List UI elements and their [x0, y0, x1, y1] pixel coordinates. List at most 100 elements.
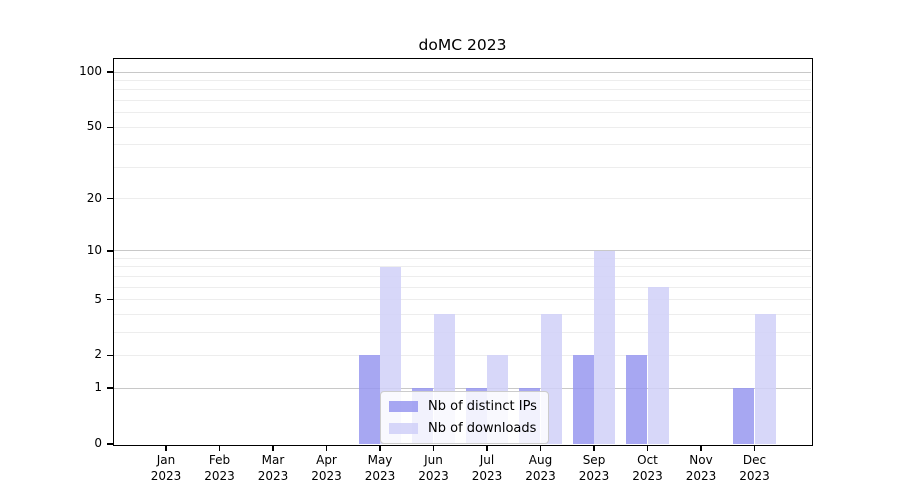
x-tick-mark [218, 445, 221, 451]
minor-gridline [114, 126, 811, 128]
y-tick-mark [107, 443, 113, 445]
major-gridline [114, 387, 811, 389]
minor-gridline [114, 331, 811, 333]
x-tick-year: 2023 [525, 468, 556, 483]
minor-gridline [114, 80, 811, 82]
x-tick-mark [432, 445, 435, 451]
x-tick-month: Mar [261, 453, 285, 467]
x-tick-label: Jun 2023 [402, 453, 466, 484]
x-tick-year: 2023 [150, 468, 182, 483]
x-tick-month: Jul [479, 453, 495, 467]
x-tick-label: Feb 2023 [188, 453, 252, 484]
x-tick-label: Apr 2023 [295, 453, 359, 484]
legend-entry-distinct-ips: Nb of distinct IPs [389, 399, 537, 414]
x-tick-year: 2023 [578, 468, 610, 483]
y-tick-mark [107, 250, 113, 252]
minor-gridline [114, 266, 811, 268]
x-tick-mark [700, 445, 702, 451]
y-tick-mark [107, 354, 113, 357]
x-tick-month: Oct [637, 453, 658, 467]
x-tick-month: May [367, 453, 393, 467]
x-tick-mark [486, 445, 488, 451]
x-tick-label: Dec 2023 [723, 453, 787, 484]
x-tick-month: Dec [742, 453, 767, 467]
x-tick-label: Jan 2023 [134, 453, 198, 484]
minor-gridline [114, 112, 811, 114]
x-tick-year: 2023 [257, 468, 289, 483]
chart-title: doMC 2023 [418, 36, 507, 54]
x-tick-mark [272, 445, 274, 451]
bar-nb-of-distinct-ips-Oct [626, 355, 648, 444]
y-tick-label: 20 [86, 190, 102, 205]
minor-gridline [114, 313, 811, 315]
legend-swatch-downloads [389, 423, 418, 434]
x-tick-year: 2023 [311, 468, 342, 483]
bar-nb-of-distinct-ips-Dec [733, 388, 755, 444]
major-gridline [114, 71, 811, 73]
minor-gridline [114, 299, 811, 301]
bar-nb-of-downloads-Oct [647, 287, 669, 444]
y-tick-label: 50 [86, 119, 102, 134]
y-tick-label: 0 [94, 436, 102, 450]
x-tick-year: 2023 [685, 468, 717, 483]
bar-nb-of-distinct-ips-Sep [572, 355, 594, 444]
minor-gridline [114, 144, 811, 146]
x-tick-year: 2023 [632, 468, 663, 483]
x-tick-mark [325, 445, 328, 451]
minor-gridline [114, 166, 811, 168]
x-tick-label: Mar 2023 [241, 453, 305, 484]
x-tick-month: Apr [316, 453, 337, 467]
x-tick-mark [379, 445, 381, 451]
x-tick-label: May 2023 [348, 453, 412, 484]
legend-label-downloads: Nb of downloads [428, 421, 537, 436]
y-tick-label: 100 [79, 64, 102, 79]
x-tick-label: Sep 2023 [562, 453, 626, 484]
x-tick-month: Feb [208, 453, 231, 467]
y-tick-label: 10 [86, 242, 102, 257]
x-tick-month: Jan [156, 453, 176, 467]
legend-label-distinct-ips: Nb of distinct IPs [428, 399, 537, 414]
y-tick-mark [107, 387, 113, 389]
x-tick-mark [646, 445, 649, 451]
x-tick-mark [593, 445, 595, 451]
y-tick-label: 5 [94, 291, 102, 306]
x-tick-month: Jun [424, 453, 443, 467]
x-tick-year: 2023 [739, 468, 770, 483]
legend-swatch-distinct-ips [389, 401, 418, 412]
x-tick-month: Aug [528, 453, 553, 467]
minor-gridline [114, 89, 811, 91]
y-tick-mark [107, 71, 113, 73]
x-tick-month: Sep [582, 453, 606, 467]
legend-entry-downloads: Nb of downloads [389, 421, 537, 436]
y-tick-label: 2 [94, 347, 102, 362]
y-tick-mark [107, 126, 113, 128]
y-tick-mark [107, 197, 113, 200]
minor-gridline [114, 258, 811, 259]
y-tick-mark [107, 298, 113, 301]
bar-nb-of-distinct-ips-May [358, 355, 380, 444]
x-tick-year: 2023 [364, 468, 396, 483]
minor-gridline [114, 286, 811, 288]
x-tick-label: Nov 2023 [669, 453, 733, 484]
x-tick-year: 2023 [471, 468, 503, 483]
x-tick-year: 2023 [204, 468, 235, 483]
x-tick-month: Nov [689, 453, 713, 467]
x-tick-mark [753, 445, 756, 451]
x-tick-label: Jul 2023 [455, 453, 519, 484]
axes-frame [112, 57, 813, 446]
x-tick-label: Oct 2023 [616, 453, 680, 484]
legend: Nb of distinct IPs Nb of downloads [380, 391, 549, 444]
minor-gridline [114, 100, 811, 102]
minor-gridline [114, 275, 811, 277]
y-tick-label: 1 [94, 380, 102, 395]
x-tick-mark [539, 445, 542, 451]
minor-gridline [114, 354, 811, 356]
major-gridline [114, 250, 811, 252]
minor-gridline [114, 198, 811, 200]
x-tick-mark [165, 445, 167, 451]
bar-nb-of-downloads-Sep [594, 250, 616, 444]
bar-nb-of-downloads-Dec [754, 314, 776, 444]
x-tick-label: Aug 2023 [509, 453, 573, 484]
x-tick-year: 2023 [418, 468, 449, 483]
